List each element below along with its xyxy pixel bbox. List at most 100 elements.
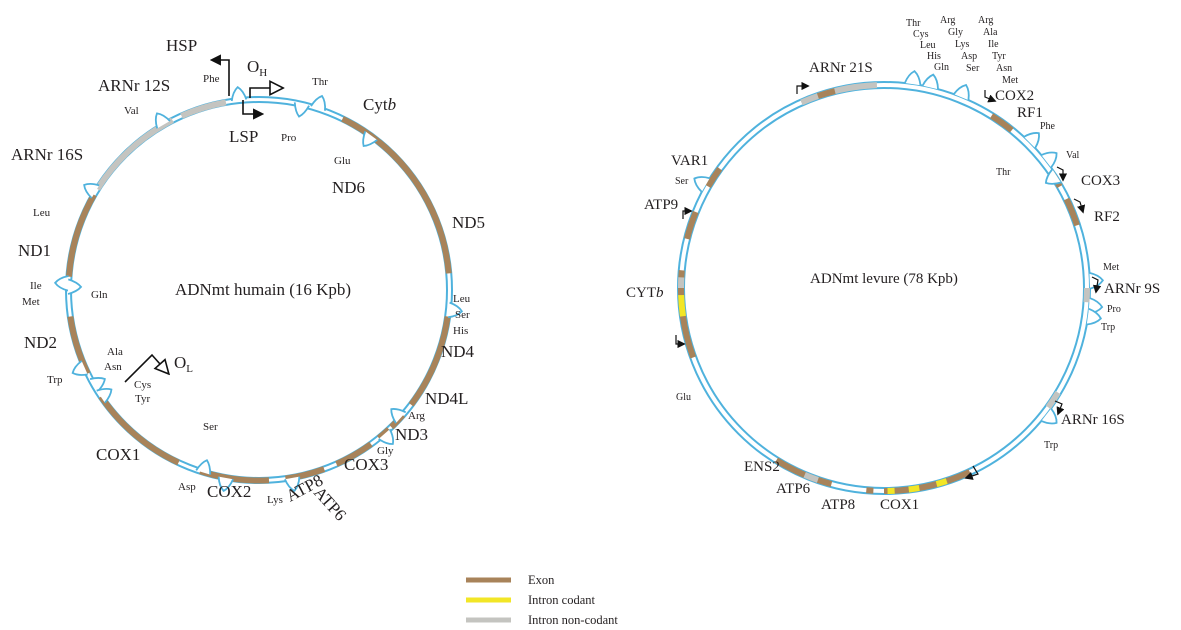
yloop-val [1040,151,1058,169]
yeast-trna-arg2: Arg [978,15,993,26]
yeast-arc-atp6-ens2 [774,457,833,487]
loop-phe [230,85,248,102]
yeast-intron-cox1-a [935,478,948,487]
trna-met-label: Met [22,296,40,308]
human-arc-nd1 [65,193,97,277]
yeast-ring-inner [683,87,1085,489]
yeast-trna-ser: Ser [675,176,689,187]
yeast-arc-21s-exon [816,88,836,99]
yeast-trna-lys: Lys [955,39,970,50]
trna-phe-label: Phe [203,73,220,85]
trna-cys-label: Cys [134,379,151,391]
yeast-trna-met-cluster: Met [1002,75,1018,86]
yeast-trna-gly: Gly [948,27,963,38]
yeast-trna-trp2: Trp [1044,440,1058,451]
yeast-cox2-label: COX2 [995,88,1034,104]
loop-leu2-ser2-his [447,301,464,319]
yeast-trna-cys: Cys [913,29,929,40]
yeast-arc-16s [1045,390,1061,410]
yeast-atp8-label: ATP8 [821,497,855,513]
yloop-ser [693,176,710,193]
yeast-arc-atp9 [684,210,699,240]
loop-ser1 [195,459,212,475]
lsp-arrow [242,100,265,120]
yeast-trna-tyr: Tyr [992,51,1006,62]
lsp-label: LSP [229,127,258,146]
human-arc-nd2 [67,316,91,375]
yeast-trna-gln: Gln [934,62,949,73]
trna-thr-label: Thr [312,76,328,88]
cox1-label: COX1 [96,445,140,464]
human-mtdna-map: ADNmt humain (16 Kpb) HSP LSP OH OL Cytb… [11,36,485,524]
yeast-trna-thr: Thr [996,167,1011,178]
yeast-mtdna-map: ADNmt levure (78 Kpb) ARNr 21S COX2 RF1 … [626,15,1160,513]
yloop-met [1089,272,1104,290]
loop-ile-met [53,275,69,292]
yeast-arrow-16s [1054,400,1065,416]
yeast-arc-var1 [705,166,723,189]
trna-ile-label: Ile [30,280,42,292]
nd3-label: ND3 [395,425,428,444]
atp9-label: ATP9 [644,197,678,213]
trna-ser1-label: Ser [203,421,218,433]
trna-glu-label: Glu [334,155,351,167]
nd4l-label: ND4L [425,389,468,408]
trna-asp-label: Asp [178,481,196,493]
yeast-arrow-cox2 [984,90,997,103]
yeast-gene-segments [678,82,1091,494]
yeast-arrow-cox3 [1056,166,1068,182]
rrna16s-human-label: ARNr 16S [11,145,83,164]
yeast-cytb-label: CYTb [626,285,664,301]
yeast-intron-cytb [678,294,686,317]
yloop-trp1 [1086,307,1102,326]
human-arc-16s [94,117,174,191]
yeast-rrna16s-label: ARNr 16S [1061,412,1125,428]
human-gene-segments [65,99,452,484]
human-arc-12s [180,99,227,119]
yeast-trna-his: His [927,51,941,62]
trna-his-label: His [453,325,468,337]
human-arc-nd6 [389,150,412,175]
trna-asn-label: Asn [104,361,122,373]
human-trna-loops [53,85,464,493]
legend: Exon Intron codant Intron non-codant [466,573,618,627]
oh-label: OH [247,57,267,79]
loop-glu [362,130,378,147]
loop-ala-asn [89,377,106,393]
nd4-label: ND4 [441,342,475,361]
yeast-arrow-9s [1091,276,1102,294]
ol-arrow [124,353,168,383]
trna-pro-label: Pro [281,132,297,144]
yeast-trna-asn: Asn [996,63,1012,74]
yeast-cox1-label: COX1 [880,497,919,513]
loop-trp [71,360,88,376]
yeast-trna-pro: Pro [1107,304,1121,315]
yeast-center-title: ADNmt levure (78 Kpb) [810,271,958,287]
yloop-phe [1023,132,1040,149]
trna-ala-label: Ala [107,346,123,358]
loop-thr [310,94,326,111]
yeast-arrow-cox1 [964,465,979,480]
rf2-label: RF2 [1094,209,1120,225]
cox2-label: COX2 [207,482,251,501]
yeast-trna-arg1: Arg [940,15,955,26]
var1-label: VAR1 [671,153,708,169]
yloop-thr [1044,168,1062,185]
yeast-trna-trp1: Trp [1101,322,1115,333]
yloop-cluster-c [953,83,970,101]
hsp-label: HSP [166,36,197,55]
ens2-label: ENS2 [744,459,780,475]
legend-label-noncoding-intron: Intron non-codant [528,613,618,627]
cox3-label: COX3 [344,455,388,474]
nd6-label: ND6 [332,178,365,197]
human-center-title: ADNmt humain (16 Kpb) [175,280,351,299]
rrna21s-label: ARNr 21S [809,60,873,76]
yloop-cluster-b [921,73,939,90]
trna-gly-label: Gly [377,445,394,457]
rrna9s-label: ARNr 9S [1104,281,1160,297]
oh-arrow [249,88,282,98]
trna-leu1-label: Leu [33,207,51,219]
yloop-trp2 [1040,407,1058,425]
human-arc-cox1 [98,394,180,466]
